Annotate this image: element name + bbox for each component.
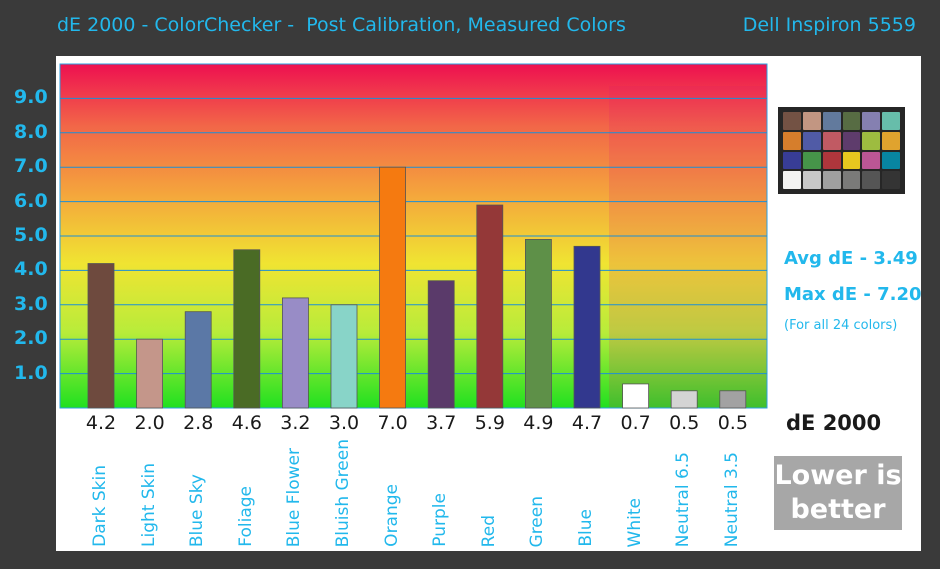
- max-de-value: 7.20: [877, 284, 922, 305]
- colorchecker-swatch: [783, 171, 801, 189]
- bar: [136, 338, 164, 409]
- category-label: White: [624, 497, 645, 547]
- colorchecker-swatch: [822, 131, 841, 150]
- x-axis-unit: dE 2000: [786, 411, 882, 435]
- colorchecker-swatch: [882, 171, 900, 189]
- value-label: 4.6: [231, 412, 262, 434]
- colorchecker-swatch: [842, 112, 861, 130]
- category-label: Bluish Green: [333, 438, 353, 547]
- y-tick-label: 9.0: [14, 86, 48, 109]
- value-label: 2.8: [183, 412, 214, 434]
- category-label: Blue: [576, 509, 596, 547]
- bar: [476, 204, 504, 409]
- colorchecker-swatch: [822, 171, 841, 189]
- category-label: Neutral 6.5: [673, 451, 694, 547]
- value-label: 5.9: [474, 412, 505, 434]
- colorchecker-swatch: [862, 112, 881, 130]
- colorchecker-swatch: [802, 131, 821, 150]
- category-label: Blue Sky: [187, 473, 208, 547]
- colorchecker-swatch: [802, 112, 821, 130]
- y-tick-label: 7.0: [14, 155, 48, 178]
- stats-note: (For all 24 colors): [784, 318, 898, 333]
- avg-de-stat: Avg dE - 3.49: [784, 248, 918, 269]
- y-tick-label: 6.0: [14, 189, 48, 212]
- colorchecker-swatch: [862, 171, 881, 189]
- bar: [184, 311, 212, 409]
- category-label: Blue Flower: [284, 447, 305, 547]
- lower-is-better-badge: Lower is better: [774, 456, 902, 530]
- colorchecker-swatch: [862, 131, 881, 150]
- colorchecker-swatch: [822, 112, 841, 130]
- y-tick-label: 8.0: [14, 120, 48, 143]
- bar: [719, 390, 747, 409]
- value-label: 4.7: [571, 412, 603, 434]
- colorchecker-swatch: [842, 171, 861, 189]
- max-de-stat: Max dE - 7.20: [784, 284, 922, 305]
- bar: [281, 297, 309, 409]
- colorchecker-swatch: [783, 131, 801, 150]
- value-label: 4.2: [85, 412, 117, 434]
- colorchecker-swatch: [802, 151, 821, 170]
- avg-de-value: 3.49: [873, 248, 918, 269]
- max-de-label: Max dE -: [784, 284, 878, 305]
- colorchecker-swatch: [882, 131, 900, 150]
- value-label: 4.9: [523, 412, 554, 434]
- colorchecker-swatch: [842, 131, 861, 150]
- bar: [233, 249, 261, 409]
- y-tick-label: 1.0: [14, 361, 48, 384]
- neutral-zone-shade: [609, 86, 767, 408]
- value-label: 0.5: [717, 412, 748, 434]
- category-label: Foliage: [235, 486, 256, 547]
- value-label: 3.2: [280, 412, 311, 434]
- value-label: 2.0: [134, 412, 165, 434]
- bar: [330, 304, 358, 409]
- colorchecker-swatch: [783, 151, 801, 170]
- bar: [525, 239, 552, 409]
- colorchecker-swatch: [783, 112, 801, 130]
- colorchecker-swatch: [882, 151, 900, 170]
- avg-de-label: Avg dE -: [784, 248, 874, 269]
- colorchecker-swatch: [862, 151, 881, 170]
- colorchecker-swatch: [842, 151, 861, 170]
- category-label: Red: [478, 514, 499, 547]
- colorchecker-swatch: [802, 171, 821, 189]
- chart-title: dE 2000 - ColorChecker - Post Calibratio…: [57, 14, 626, 36]
- category-label: Green: [527, 495, 548, 547]
- value-label: 3.0: [328, 412, 360, 434]
- bar: [87, 263, 115, 409]
- colorchecker-swatch: [822, 151, 841, 170]
- y-tick-label: 4.0: [14, 258, 48, 281]
- category-label: Neutral 3.5: [721, 451, 742, 547]
- category-label: Orange: [381, 484, 402, 547]
- y-tick-label: 3.0: [14, 292, 48, 315]
- bar: [427, 280, 455, 409]
- y-tick-label: 2.0: [14, 327, 48, 350]
- category-label: Purple: [430, 493, 451, 547]
- device-name: Dell Inspiron 5559: [742, 14, 916, 36]
- bar: [670, 390, 698, 409]
- colorchecker-chart-icon: [778, 107, 905, 194]
- category-label: Dark Skin: [90, 465, 110, 547]
- bar: [622, 383, 649, 409]
- value-label: 3.7: [426, 412, 457, 434]
- value-label: 0.7: [620, 412, 651, 434]
- y-tick-label: 5.0: [14, 224, 48, 246]
- value-label: 7.0: [377, 412, 408, 434]
- bar: [379, 166, 407, 409]
- colorchecker-swatch: [882, 112, 900, 130]
- category-label: Light Skin: [138, 463, 159, 547]
- bar: [573, 245, 601, 409]
- value-label: 0.5: [669, 412, 700, 434]
